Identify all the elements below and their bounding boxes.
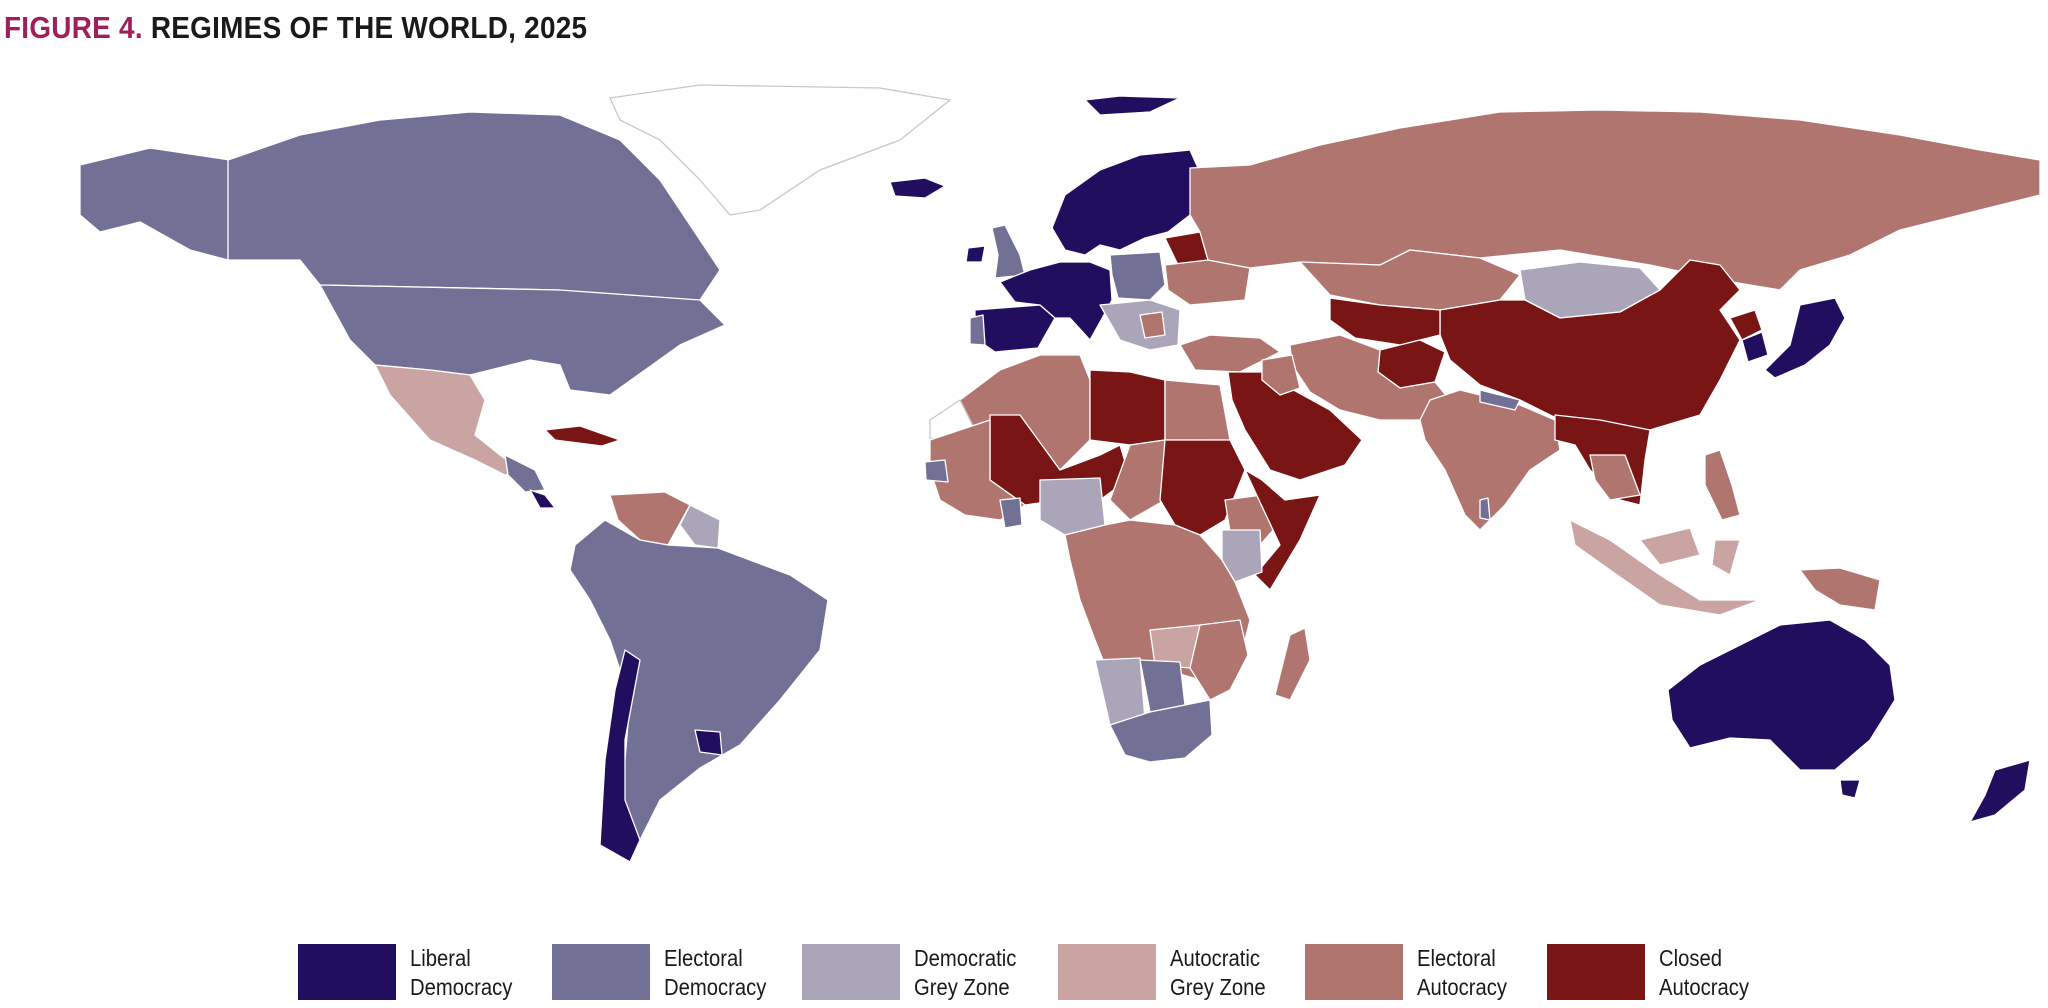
region-philippines bbox=[1704, 449, 1741, 521]
figure-title: FIGURE 4. REGIMES OF THE WORLD, 2025 bbox=[4, 10, 587, 46]
region-balkans bbox=[1099, 299, 1181, 351]
region-sri-lanka bbox=[1479, 497, 1491, 521]
region-portugal bbox=[969, 314, 986, 346]
region-south-korea bbox=[1741, 331, 1769, 363]
region-cuba bbox=[544, 425, 621, 447]
region-kazakhstan bbox=[1299, 249, 1521, 311]
region-uruguay bbox=[694, 729, 723, 756]
region-russia bbox=[1189, 109, 2041, 291]
region-costa-rica bbox=[529, 489, 556, 509]
region-poland-hungary bbox=[1109, 251, 1166, 301]
region-greenland bbox=[609, 84, 951, 216]
region-central-america bbox=[504, 454, 546, 493]
legend-swatch-electoral-autocracy bbox=[1305, 944, 1403, 1000]
region-canada bbox=[227, 111, 721, 301]
legend-label-electoral-democracy: Electoral Democracy bbox=[664, 945, 767, 1000]
region-south-africa bbox=[1109, 699, 1213, 763]
region-somalia-eritrea bbox=[1244, 469, 1321, 591]
region-madagascar bbox=[1274, 627, 1311, 701]
world-regimes-map bbox=[79, 84, 2041, 863]
region-serbia bbox=[1139, 311, 1166, 339]
legend-swatch-autocratic-grey-zone bbox=[1058, 944, 1156, 1000]
legend-label-liberal-democracy: Liberal Democracy bbox=[410, 945, 513, 1000]
region-thailand-cambodia bbox=[1589, 454, 1641, 501]
figure-title-text: REGIMES OF THE WORLD, 2025 bbox=[150, 10, 588, 45]
region-senegal-ghana bbox=[924, 459, 1023, 529]
region-uk bbox=[991, 224, 1026, 279]
region-nigeria bbox=[1039, 477, 1106, 536]
region-papua bbox=[1799, 567, 1881, 611]
region-south-america bbox=[569, 519, 829, 861]
region-botswana bbox=[1139, 659, 1186, 713]
region-western-europe bbox=[999, 261, 1113, 341]
legend-swatch-liberal-democracy bbox=[298, 944, 396, 1000]
region-japan bbox=[1764, 297, 1846, 379]
region-kenya bbox=[1221, 529, 1263, 583]
legend-label-electoral-autocracy: Electoral Autocracy bbox=[1417, 945, 1507, 1000]
figure-number: FIGURE 4. bbox=[4, 10, 143, 45]
region-sudan bbox=[1159, 439, 1246, 536]
region-egypt bbox=[1164, 379, 1231, 441]
region-chad bbox=[1109, 439, 1166, 521]
legend-swatch-electoral-democracy bbox=[552, 944, 650, 1000]
legend-swatch-democratic-grey-zone bbox=[802, 944, 900, 1000]
region-chile bbox=[599, 649, 641, 863]
region-tasmania bbox=[1839, 779, 1861, 799]
region-ukraine bbox=[1164, 259, 1251, 306]
region-korea-nk bbox=[1729, 309, 1763, 341]
region-china bbox=[1439, 259, 1741, 441]
region-namibia bbox=[1094, 657, 1146, 726]
region-guyana-suriname bbox=[679, 504, 721, 549]
legend-swatch-closed-autocracy bbox=[1547, 944, 1645, 1000]
region-mozambique bbox=[1189, 619, 1249, 701]
region-ireland bbox=[965, 245, 986, 263]
region-india bbox=[1419, 389, 1561, 531]
region-alaska bbox=[79, 147, 231, 261]
region-new-zealand bbox=[1969, 759, 2031, 823]
region-scandinavia bbox=[1051, 149, 1199, 256]
region-turkey bbox=[1179, 334, 1281, 373]
region-nepal bbox=[1479, 389, 1521, 411]
legend-label-closed-autocracy: Closed Autocracy bbox=[1659, 945, 1749, 1000]
legend-label-autocratic-grey-zone: Autocratic Grey Zone bbox=[1170, 945, 1266, 1000]
region-usa bbox=[319, 284, 726, 396]
region-malaysia-indonesia bbox=[1569, 519, 1761, 616]
region-iberia bbox=[974, 304, 1056, 353]
region-svalbard bbox=[1084, 95, 1181, 116]
legend: Liberal Democracy Electoral Democracy De… bbox=[0, 944, 2048, 1004]
legend-label-democratic-grey-zone: Democratic Grey Zone bbox=[914, 945, 1017, 1000]
region-iraq bbox=[1261, 354, 1301, 396]
region-iceland bbox=[889, 177, 946, 199]
region-australia bbox=[1667, 619, 1896, 771]
region-libya bbox=[1089, 369, 1166, 446]
region-mexico bbox=[374, 364, 521, 476]
